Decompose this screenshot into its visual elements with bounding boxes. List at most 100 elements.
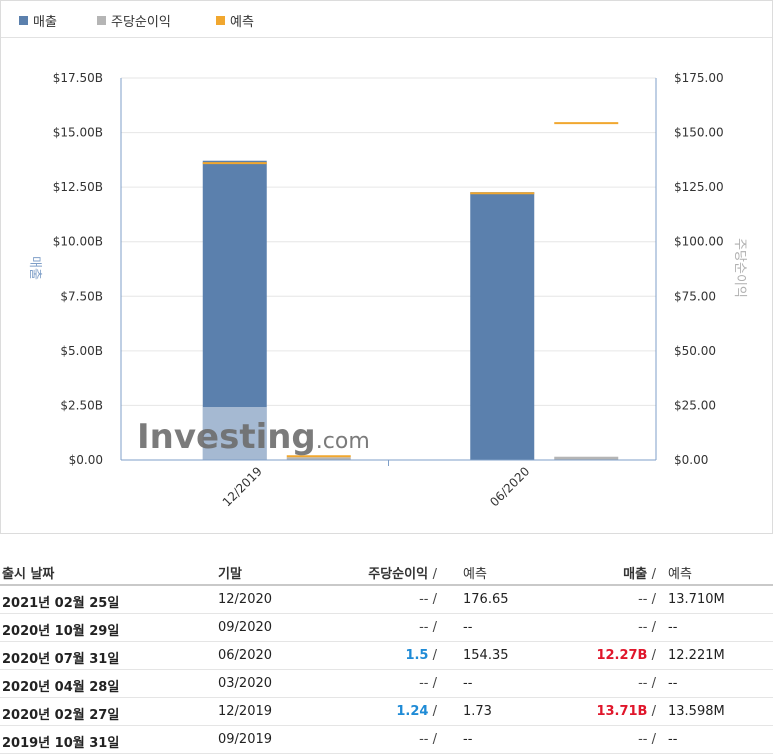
eps-forecast-cell: -- [463, 620, 473, 635]
period-cell: 12/2020 [218, 592, 273, 607]
legend-label-forecast: 예측 [230, 15, 254, 30]
table-row: 2021년 02월 25일 12/2020 -- / 176.65 -- / 13.710… [0, 586, 773, 614]
eps-slash: / [432, 704, 437, 719]
revenue-value: -- [638, 592, 648, 607]
eps-slash: / [432, 620, 437, 635]
eps-value: -- [419, 592, 429, 607]
release-date-cell: 2019년 10월 31일 [2, 736, 120, 751]
header-eps-label: 주당순이익 [368, 567, 429, 582]
table-row: 2020년 04월 28일 03/2020 -- / -- -- / -- [0, 670, 773, 698]
eps-bar [554, 456, 619, 460]
revenue-slash: / [651, 704, 656, 719]
left-tick-label: $17.50B [53, 71, 103, 85]
eps-cell: -- / [419, 676, 437, 691]
eps-forecast-cell: 176.65 [463, 592, 509, 607]
revenue-forecast-cell: 13.710M [668, 592, 725, 607]
release-date-cell: 2020년 07월 31일 [2, 652, 120, 667]
legend-item-forecast[interactable]: 예측 [216, 11, 254, 30]
table-header: 출시 날짜 기말 주당순이익 / 예측 매출 / 예측 [0, 556, 773, 586]
eps-cell: -- / [419, 620, 437, 635]
eps-value: -- [419, 732, 429, 747]
watermark: Investing.com [137, 417, 370, 457]
revenue-slash: / [651, 732, 656, 747]
legend-label-revenue: 매출 [33, 15, 57, 30]
legend-item-eps[interactable]: 주당순이익 [97, 11, 171, 30]
release-date-cell: 2021년 02월 25일 [2, 596, 120, 611]
release-date-cell: 2020년 10월 29일 [2, 624, 120, 639]
header-revenue-label: 매출 [623, 567, 648, 582]
eps-forecast-cell: -- [463, 732, 473, 747]
eps-cell: -- / [419, 732, 437, 747]
watermark-brand: Investing [137, 417, 316, 457]
legend-swatch-revenue [19, 16, 28, 25]
revenue-slash: / [651, 620, 656, 635]
watermark-domain: .com [316, 429, 370, 454]
legend-swatch-eps [97, 16, 106, 25]
revenue-value: 12.27B [596, 648, 648, 663]
revenue-forecast-cell: -- [668, 620, 678, 635]
period-cell: 03/2020 [218, 676, 273, 691]
right-tick-label: $175.00 [674, 71, 724, 85]
header-release-date[interactable]: 출시 날짜 [2, 567, 55, 582]
x-tick-label: 06/2020 [487, 464, 532, 509]
earnings-chart-panel: 매출 주당순이익 예측 $0.00 $0.00 $2.50B $25.00 $5.00B… [0, 0, 773, 534]
header-eps-forecast[interactable]: 예측 [463, 567, 487, 582]
right-tick-label: $150.00 [674, 126, 724, 140]
right-tick-label: $25.00 [674, 398, 716, 412]
left-tick-label: $7.50B [60, 289, 103, 303]
header-period[interactable]: 기말 [218, 567, 242, 582]
revenue-value: -- [638, 676, 648, 691]
revenue-forecast-cell: -- [668, 676, 678, 691]
revenue-cell: -- / [638, 620, 656, 635]
right-tick-label: $50.00 [674, 344, 716, 358]
release-date-cell: 2020년 04월 28일 [2, 680, 120, 695]
revenue-value: -- [638, 732, 648, 747]
eps-value: 1.5 [405, 648, 429, 663]
header-revenue-slash: / [651, 567, 656, 582]
header-revenue[interactable]: 매출 / [623, 563, 656, 582]
eps-bar [286, 457, 351, 460]
revenue-bar [470, 192, 535, 460]
legend-label-eps: 주당순이익 [111, 15, 171, 30]
eps-slash: / [432, 676, 437, 691]
earnings-bar-chart: $0.00 $0.00 $2.50B $25.00 $5.00B $50.00 $7.50B… [27, 71, 747, 509]
eps-value: 1.24 [396, 704, 429, 719]
header-eps[interactable]: 주당순이익 / [368, 563, 437, 582]
x-tick-label: 12/2019 [220, 464, 265, 509]
chart-legend: 매출 주당순이익 예측 [1, 1, 772, 38]
table-body: 2021년 02월 25일 12/2020 -- / 176.65 -- / 13.710… [0, 586, 773, 754]
right-tick-label: $75.00 [674, 289, 716, 303]
period-cell: 09/2020 [218, 620, 273, 635]
revenue-bar [202, 160, 267, 460]
eps-cell: 1.5 / [405, 648, 437, 663]
legend-item-revenue[interactable]: 매출 [19, 11, 57, 30]
header-revenue-forecast[interactable]: 예측 [668, 567, 692, 582]
revenue-slash: / [651, 676, 656, 691]
left-tick-label: $15.00B [53, 126, 103, 140]
eps-slash: / [432, 648, 437, 663]
right-tick-label: $100.00 [674, 235, 724, 249]
eps-cell: 1.24 / [396, 704, 437, 719]
period-cell: 06/2020 [218, 648, 273, 663]
right-tick-label: $0.00 [674, 453, 708, 467]
right-tick-label: $125.00 [674, 180, 724, 194]
eps-forecast-cell: -- [463, 676, 473, 691]
eps-value: -- [419, 676, 429, 691]
watermark-overlay [202, 407, 267, 460]
eps-forecast-cell: 1.73 [463, 704, 492, 719]
revenue-slash: / [651, 648, 656, 663]
header-eps-slash: / [432, 567, 437, 582]
table-row: 2020년 02월 27일 12/2019 1.24 /1.73 13.71B /13… [0, 698, 773, 726]
eps-slash: / [432, 592, 437, 607]
period-cell: 12/2019 [218, 704, 273, 719]
release-date-cell: 2020년 02월 27일 [2, 708, 120, 723]
revenue-slash: / [651, 592, 656, 607]
left-tick-label: $0.00 [69, 453, 103, 467]
revenue-cell: -- / [638, 732, 656, 747]
revenue-cell: -- / [638, 676, 656, 691]
left-tick-label: $12.50B [53, 180, 103, 194]
revenue-cell: -- / [638, 592, 656, 607]
left-tick-label: $2.50B [60, 398, 103, 412]
legend-swatch-forecast [216, 16, 225, 25]
period-cell: 09/2019 [218, 732, 273, 747]
